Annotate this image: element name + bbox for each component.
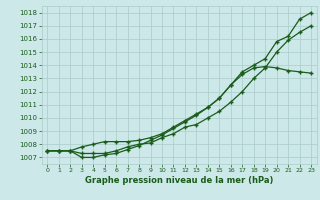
X-axis label: Graphe pression niveau de la mer (hPa): Graphe pression niveau de la mer (hPa) (85, 176, 273, 185)
